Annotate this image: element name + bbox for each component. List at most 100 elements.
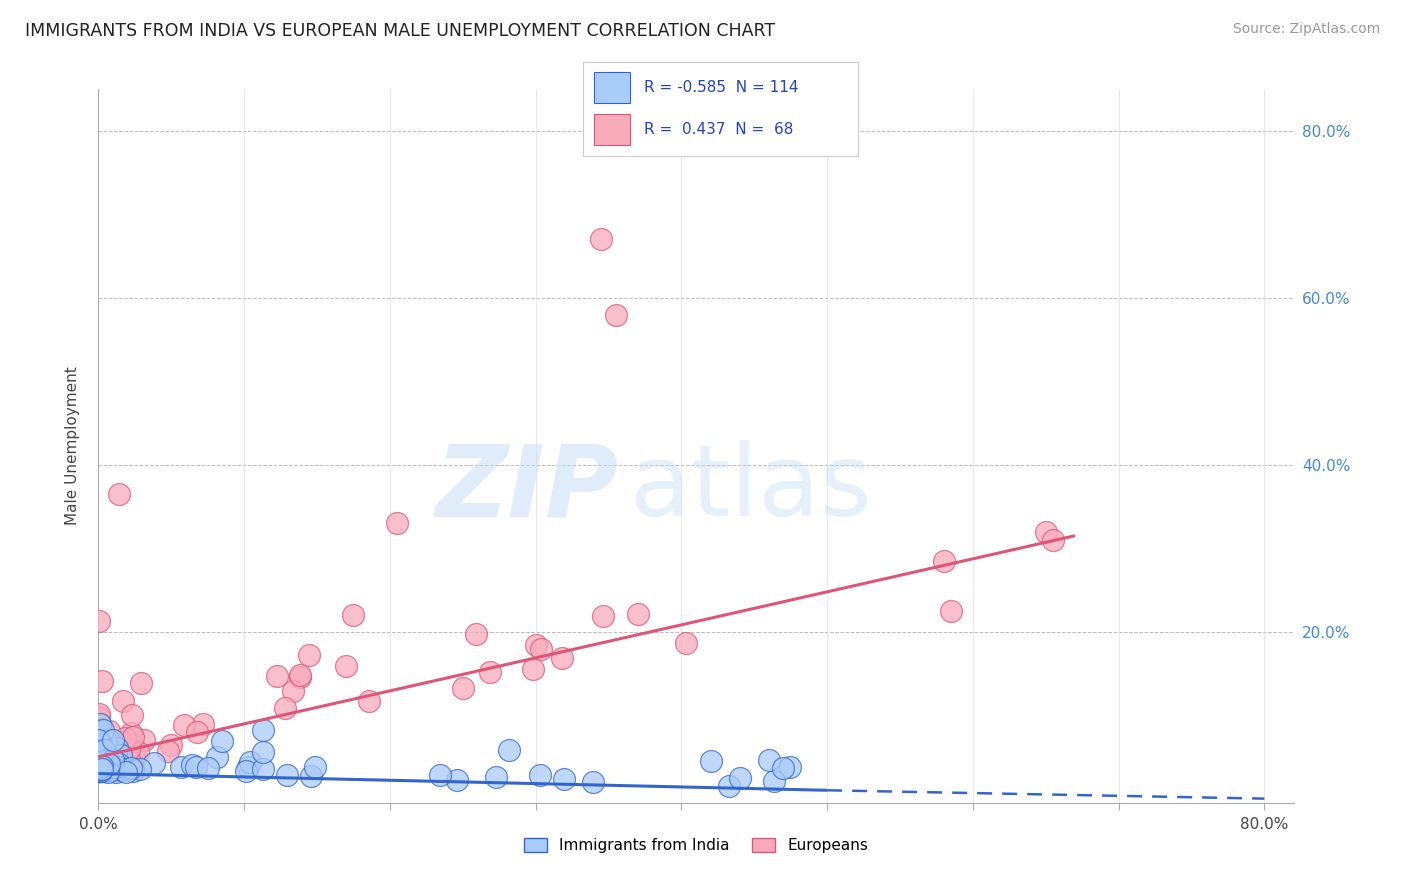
Point [335,659,357,673]
Point [89,763,111,777]
Point [451,681,474,695]
Text: ZIP: ZIP [436,441,619,537]
Point [304,760,326,774]
Point [89,758,111,772]
Y-axis label: Male Unemployment: Male Unemployment [65,367,80,525]
Point [193,717,215,731]
Point [89,758,111,772]
Point [120,726,142,740]
Point [87,764,110,778]
Point [100,755,122,769]
Point [98,756,121,771]
Point [627,607,650,621]
Point [87,763,110,777]
Point [105,757,128,772]
Point [429,768,451,782]
Point [94,764,117,778]
Point [235,764,257,779]
Point [89,741,111,756]
Point [446,772,468,787]
Point [97,764,120,779]
Point [205,750,228,764]
Point [465,627,488,641]
Point [90,673,112,688]
Point [90,722,112,736]
Point [94,739,117,754]
Point [274,701,297,715]
Text: atlas: atlas [630,441,872,537]
Point [105,740,128,755]
Point [252,745,274,759]
Point [100,763,122,777]
Point [530,641,553,656]
Point [87,756,110,770]
Point [551,650,574,665]
Point [276,767,298,781]
Point [762,773,785,788]
Point [181,757,204,772]
Point [115,764,138,779]
Point [87,756,110,771]
Point [87,750,110,764]
Point [89,740,111,755]
Point [529,768,551,782]
Point [132,733,155,747]
Point [90,760,112,774]
Point [157,744,180,758]
Point [94,752,117,766]
Point [675,636,697,650]
Point [101,753,124,767]
Point [93,761,115,775]
Text: R =  0.437  N =  68: R = 0.437 N = 68 [644,122,793,136]
Point [90,758,112,772]
Point [160,738,183,752]
Point [91,755,114,769]
Point [299,768,322,782]
Point [87,763,110,777]
Point [582,775,605,789]
Point [108,487,131,501]
Point [87,762,110,776]
Legend: Immigrants from India, Europeans: Immigrants from India, Europeans [517,832,875,859]
Point [90,746,112,760]
Point [98,732,121,747]
Point [290,667,312,681]
Point [91,762,114,776]
Point [932,554,955,568]
Point [98,724,121,739]
Point [110,748,132,763]
Point [478,665,501,679]
Point [266,669,288,683]
Text: IMMIGRANTS FROM INDIA VS EUROPEAN MALE UNEMPLOYMENT CORRELATION CHART: IMMIGRANTS FROM INDIA VS EUROPEAN MALE U… [25,22,776,40]
Point [120,761,142,775]
Point [87,764,110,778]
Point [97,762,120,776]
Point [592,608,614,623]
Point [121,764,143,778]
Point [87,732,110,747]
Point [89,748,111,763]
Point [91,730,114,744]
Point [87,747,110,762]
Point [131,675,153,690]
Point [87,756,110,771]
Point [93,754,115,768]
Point [90,757,112,772]
Point [342,607,364,622]
Point [89,761,111,775]
Point [114,744,136,758]
Point [498,743,520,757]
Point [87,760,110,774]
Point [90,752,112,766]
Point [772,761,794,775]
Point [122,731,145,745]
Point [87,739,110,754]
Point [117,742,139,756]
Point [87,762,110,776]
Point [90,760,112,774]
Point [87,762,110,776]
Point [91,764,114,778]
Point [89,716,111,731]
Point [104,761,127,775]
Point [211,734,233,748]
